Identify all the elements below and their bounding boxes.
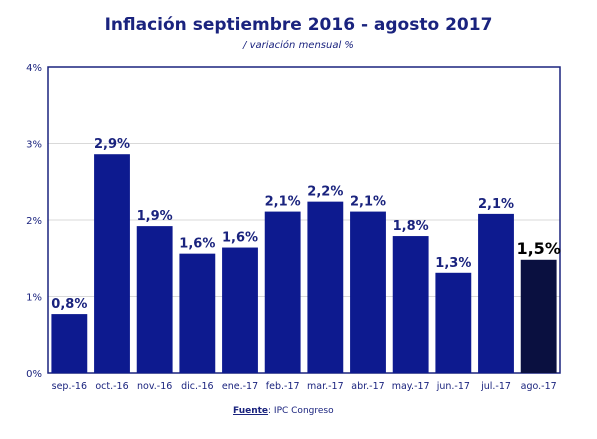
x-tick-label: dic.-16 <box>181 381 213 392</box>
x-tick-label: feb.-17 <box>266 381 300 392</box>
x-tick-label: oct.-16 <box>95 381 128 392</box>
data-label: 2,9% <box>94 137 130 152</box>
source-label: Fuente <box>233 406 269 416</box>
data-label: 2,1% <box>478 197 514 212</box>
x-tick-label: ago.-17 <box>521 381 557 392</box>
data-label: 1,5% <box>516 239 560 258</box>
bar <box>520 259 557 373</box>
bar <box>264 211 301 373</box>
x-tick-label: mar.-17 <box>307 381 344 392</box>
data-label: 1,9% <box>137 209 173 224</box>
data-label: 2,2% <box>307 185 343 200</box>
data-label: 1,6% <box>179 237 215 252</box>
bar <box>350 211 386 373</box>
data-label: 1,8% <box>393 219 429 234</box>
bar <box>392 236 429 373</box>
bar <box>94 154 130 373</box>
y-tick-label: 3% <box>26 140 42 151</box>
plot-frame <box>47 66 561 374</box>
y-tick-label: 1% <box>26 293 42 304</box>
bar <box>478 213 514 373</box>
bar <box>435 272 472 373</box>
data-label: 1,3% <box>435 256 471 271</box>
data-label: 2,1% <box>350 195 386 210</box>
x-tick-label: jun.-17 <box>436 381 470 392</box>
x-tick-label: may.-17 <box>392 381 430 392</box>
source-note: Fuente: IPC Congreso <box>233 406 334 416</box>
data-label: 2,1% <box>265 195 301 210</box>
y-tick-label: 4% <box>26 63 42 74</box>
y-tick-label: 0% <box>26 369 42 380</box>
x-tick-label: sep.-16 <box>52 381 87 392</box>
bar <box>51 314 88 373</box>
data-label: 0,8% <box>51 297 87 312</box>
data-label: 1,6% <box>222 231 258 246</box>
source-text: : IPC Congreso <box>268 406 334 416</box>
y-tick-label: 2% <box>26 216 42 227</box>
bar <box>222 247 258 373</box>
x-tick-label: jul.-17 <box>480 381 511 392</box>
bar <box>136 226 173 373</box>
chart-subtitle: / variación mensual % <box>243 40 354 51</box>
bar <box>179 253 216 373</box>
chart-title: Inflación septiembre 2016 - agosto 2017 <box>104 15 493 35</box>
bar <box>307 201 344 373</box>
x-tick-label: abr.-17 <box>351 381 384 392</box>
x-tick-label: nov.-16 <box>137 381 172 392</box>
x-tick-label: ene.-17 <box>222 381 258 392</box>
